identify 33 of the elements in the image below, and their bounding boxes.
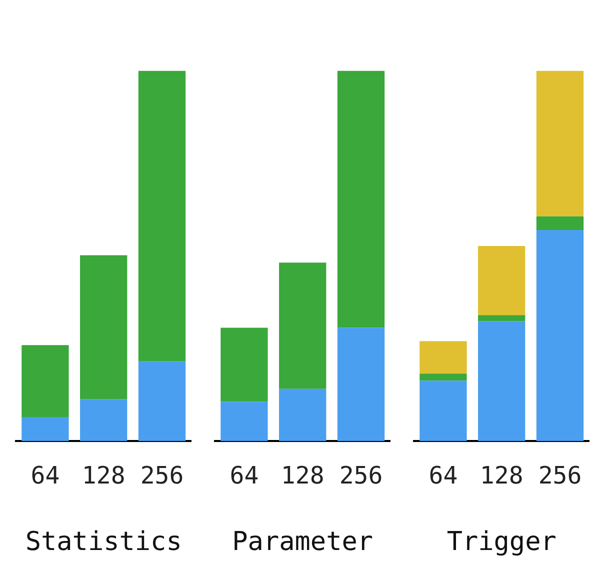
x-tick-label: 128 [82, 462, 126, 490]
bar [536, 70, 584, 216]
bar [536, 216, 584, 230]
x-tick-label: 128 [480, 462, 524, 490]
bar [420, 374, 467, 381]
x-axis-title: Trigger [446, 527, 556, 558]
bar [337, 70, 385, 328]
bar [80, 399, 128, 441]
bar [279, 388, 326, 441]
bar [478, 246, 526, 316]
bar [80, 255, 128, 400]
x-axis-title: Parameter [232, 527, 374, 558]
bar [279, 262, 326, 389]
bar [478, 315, 526, 322]
x-tick-label: 256 [140, 462, 184, 490]
bar [337, 328, 385, 441]
bar [220, 328, 268, 402]
bar [22, 345, 69, 417]
bar [138, 361, 186, 441]
bar [22, 416, 69, 441]
bar [420, 380, 467, 441]
bar [420, 341, 467, 374]
bar [478, 321, 526, 441]
x-tick-label: 64 [30, 462, 60, 490]
x-tick-label: 256 [339, 462, 383, 490]
x-tick-label: 64 [230, 462, 259, 490]
bar [220, 402, 268, 441]
x-tick-label: 128 [280, 462, 324, 490]
x-axis-title: Statistics [25, 527, 182, 558]
x-tick-label: 64 [428, 462, 458, 490]
bar [536, 230, 584, 441]
x-tick-label: 256 [538, 462, 582, 490]
bar [138, 70, 186, 362]
